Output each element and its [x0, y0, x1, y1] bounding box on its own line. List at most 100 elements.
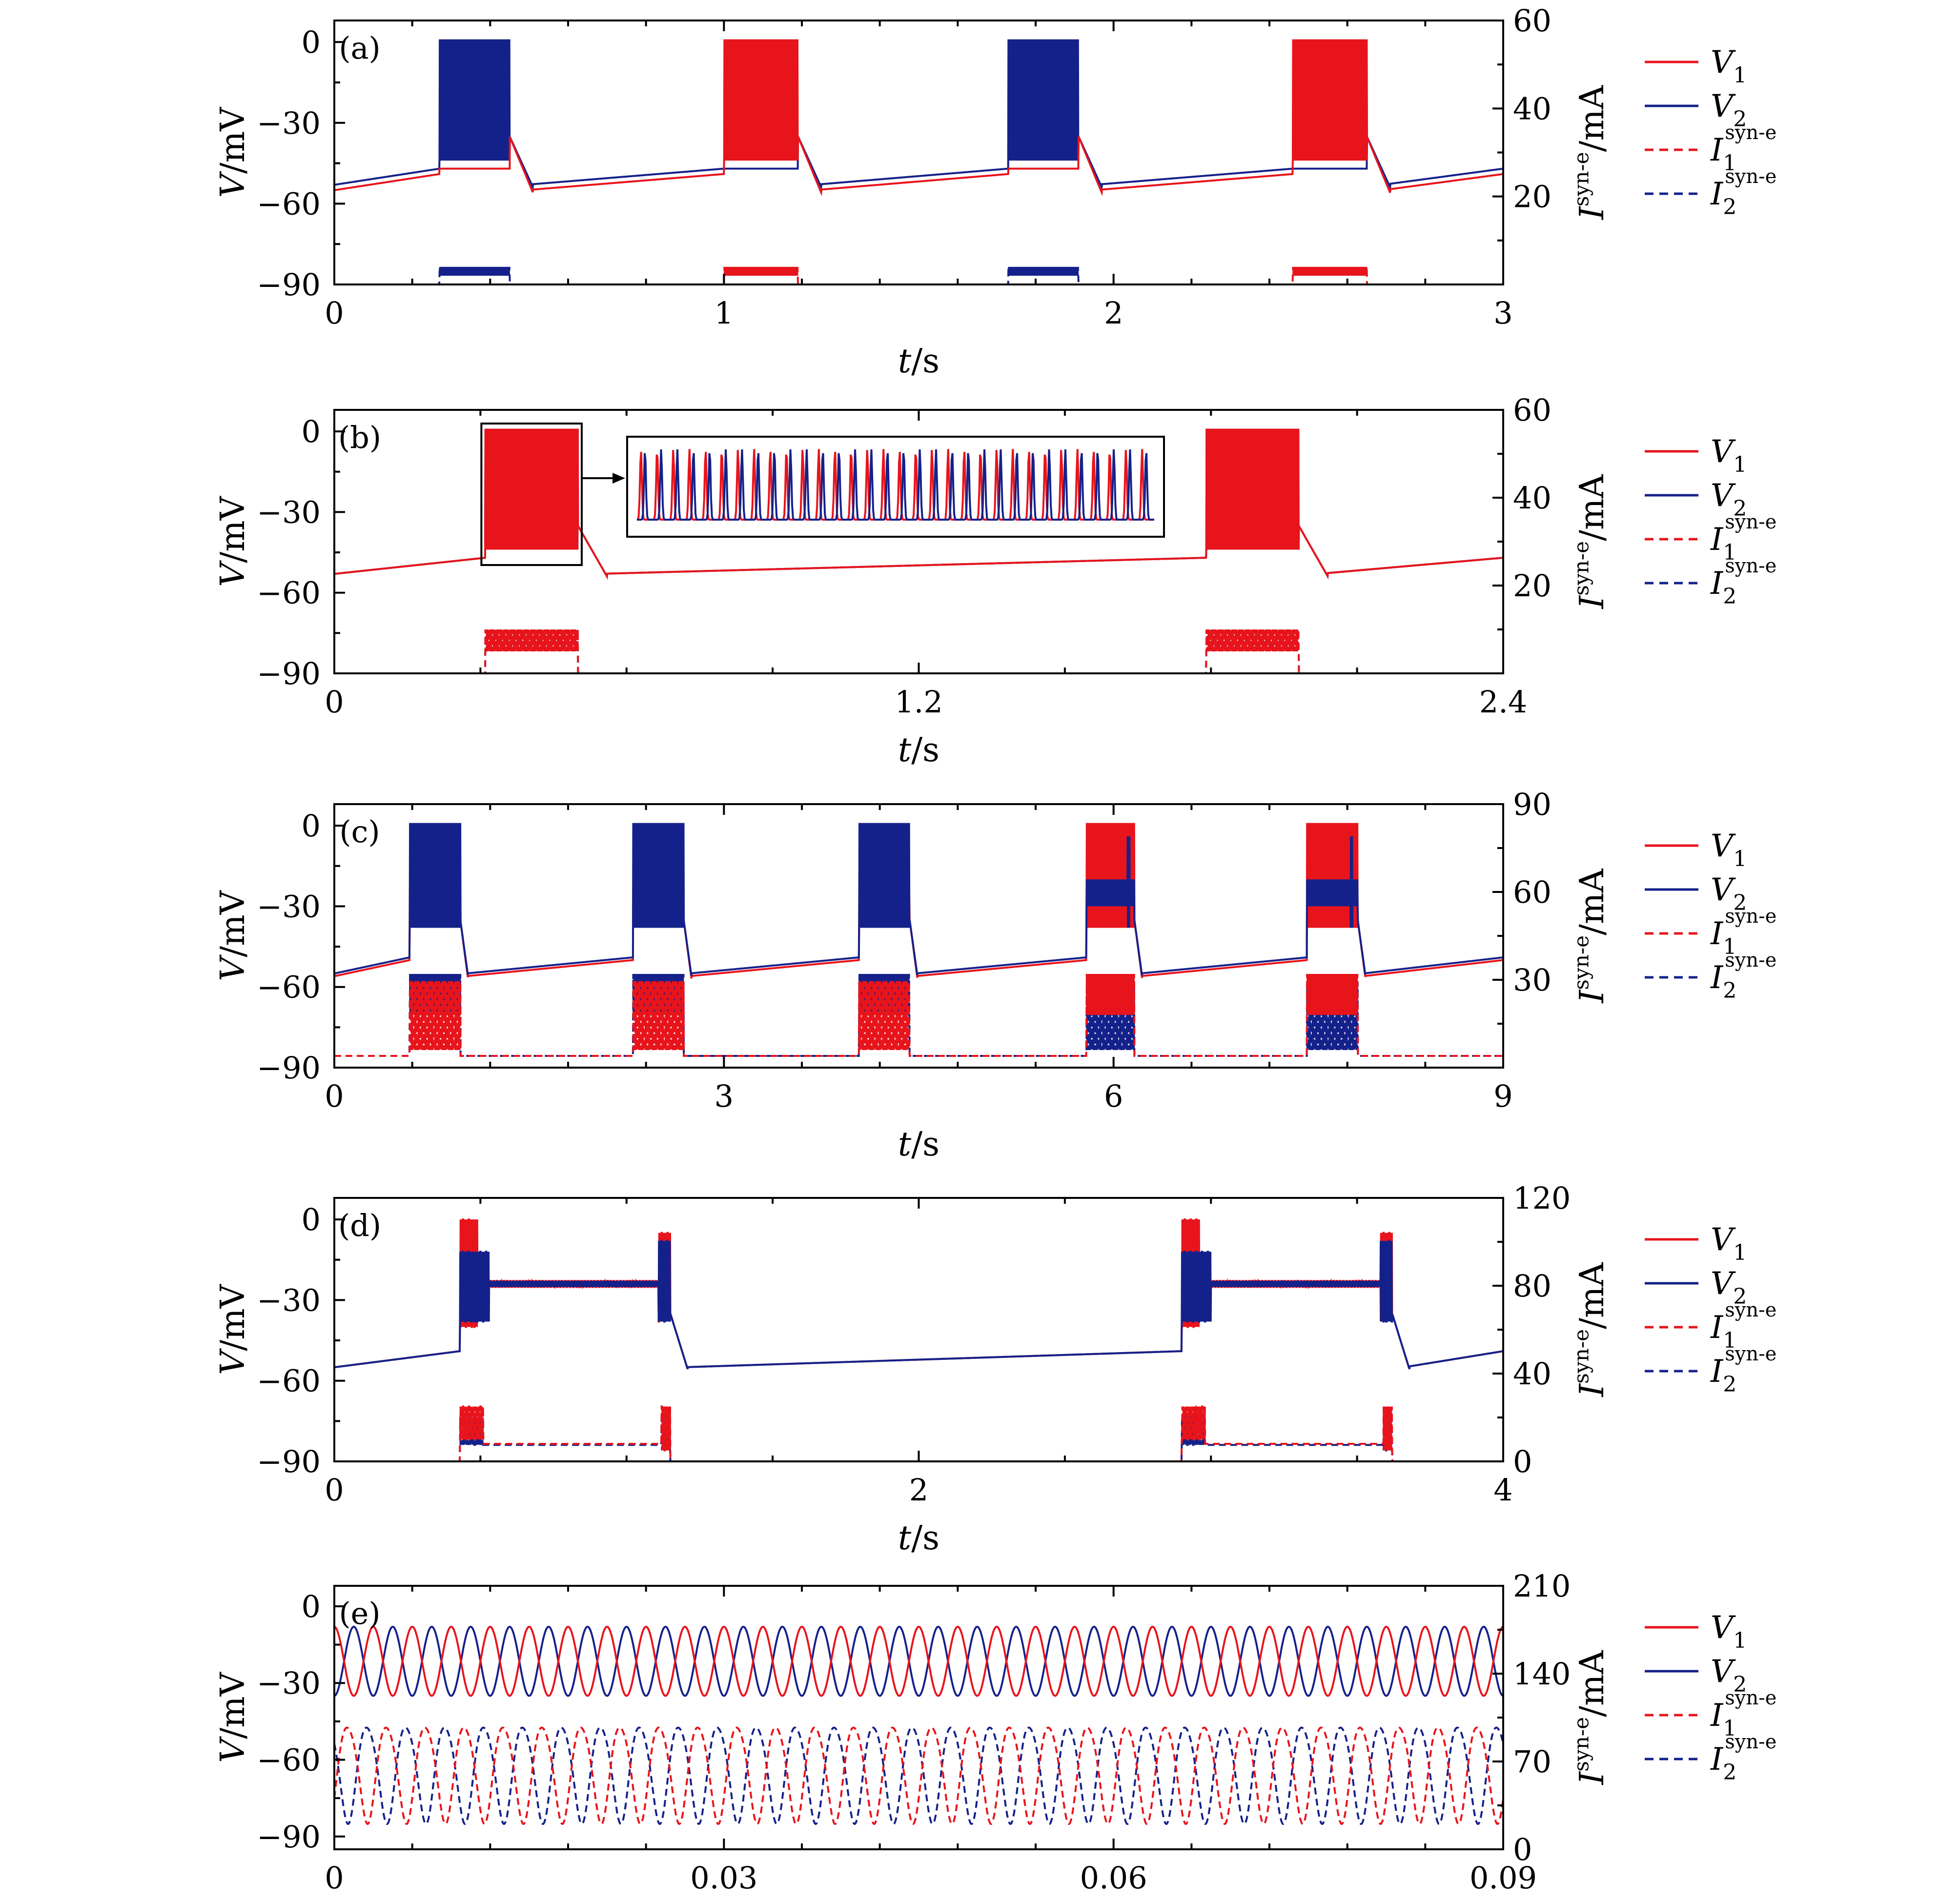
- traces: [334, 1625, 1503, 1825]
- series-v1-line: [334, 1218, 1503, 1370]
- x-tick-label: 1: [715, 295, 734, 331]
- y-tick-label: −30: [257, 494, 321, 530]
- series-i1-line: [334, 629, 1503, 673]
- y-axis-label: V/mV: [214, 106, 252, 198]
- panel-label: (c): [339, 814, 380, 850]
- x-tick-label: 1.2: [895, 684, 943, 720]
- y2-axis-label: Isyn-e/mA: [1569, 474, 1612, 610]
- legend-v1-label: V1: [1711, 828, 1747, 871]
- y-tick-label: −60: [257, 1363, 321, 1399]
- legend-i2-label: I2syn-e: [1710, 165, 1776, 220]
- series-v1-line: [334, 39, 1503, 197]
- x-axis-label: t/s: [898, 1519, 939, 1558]
- panel-e: −90 −60 −30 0 0 70 140 210 0 0.03 0.06 0.09 (e) V/mV I…: [214, 1568, 1776, 1896]
- legend-v2-label: V2: [1711, 88, 1747, 132]
- panel-a: −90 −60 −30 0 20 40 60 0 1 2 3 (a) V/mV Isyn-e/mA t/s V…: [214, 3, 1776, 381]
- y2-tick-label: 210: [1513, 1568, 1571, 1604]
- legend-i1-label: I1syn-e: [1710, 1687, 1776, 1741]
- panel-label: (b): [338, 420, 381, 455]
- series-i1-line: [334, 1726, 1503, 1825]
- y-tick-label: −30: [257, 105, 321, 141]
- inset-arrow-head: [612, 473, 625, 484]
- x-tick-label: 4: [1493, 1472, 1512, 1508]
- plot-frame: [333, 1197, 1504, 1462]
- y-tick-label: −60: [257, 970, 321, 1005]
- y2-tick-label: 60: [1513, 3, 1552, 39]
- y2-axis-label: Isyn-e/mA: [1569, 869, 1612, 1004]
- y2-tick-label: 0: [1513, 1832, 1532, 1867]
- panel-label: (e): [339, 1596, 380, 1631]
- y2-axis-label: Isyn-e/mA: [1569, 1650, 1612, 1786]
- y2-axis-label: Isyn-e/mA: [1569, 85, 1612, 221]
- series-v2-line: [334, 39, 1503, 191]
- legend-v2-label: V2: [1711, 872, 1747, 915]
- y2-tick-label: 90: [1513, 787, 1552, 822]
- y-axis-label: V/mV: [214, 1671, 252, 1763]
- y2-tick-label: 60: [1513, 392, 1552, 428]
- legend-v2-label: V2: [1711, 478, 1747, 521]
- series-v2-line: [334, 1240, 1503, 1370]
- panel-label: (a): [339, 30, 380, 66]
- y-tick-label: 0: [302, 414, 321, 449]
- y2-tick-label: 60: [1513, 874, 1552, 910]
- series-i2-line: [334, 1411, 1503, 1461]
- x-tick-label: 2: [909, 1472, 928, 1508]
- legend-i2-label: I2syn-e: [1710, 949, 1776, 1003]
- legend-v1-label: V1: [1711, 1222, 1747, 1265]
- legend-v1-label: V1: [1711, 44, 1747, 88]
- series-i1-line: [334, 973, 1503, 1057]
- y-axis-label: V/mV: [214, 1283, 252, 1375]
- x-tick-label: 0: [325, 1078, 344, 1114]
- y-tick-label: −30: [257, 889, 321, 924]
- y2-tick-label: 70: [1513, 1744, 1552, 1780]
- x-tick-label: 0.03: [690, 1860, 757, 1896]
- plot-frame: [333, 1585, 1504, 1850]
- legend-v2-label: V2: [1711, 1266, 1747, 1309]
- x-tick-label: 0.09: [1470, 1860, 1537, 1896]
- y-tick-label: 0: [302, 1589, 321, 1624]
- traces: [334, 39, 1503, 284]
- legend-i1-label: I1syn-e: [1710, 1299, 1776, 1353]
- legend-v1-label: V1: [1711, 1610, 1747, 1653]
- series-v1-line: [334, 1625, 1503, 1697]
- traces: [334, 1218, 1503, 1461]
- y2-tick-label: 40: [1513, 1356, 1552, 1392]
- y-axis-label: V/mV: [214, 890, 252, 981]
- legend-v2-label: V2: [1711, 1654, 1747, 1697]
- panel-c: −90 −60 −30 0 30 60 90 0 3 6 9 (c) V/mV Isyn-e/mA t/s V…: [214, 787, 1776, 1164]
- x-tick-label: 0: [325, 295, 344, 331]
- x-axis-label: t/s: [898, 731, 939, 769]
- legend-v1-label: V1: [1711, 434, 1747, 477]
- series-i1-line: [334, 1405, 1503, 1461]
- y-tick-label: −90: [257, 267, 321, 303]
- series-v2-line: [334, 823, 1503, 976]
- panel-d: −90 −60 −30 0 0 40 80 120 0 2 4 (d) V/mV Isyn-e/mA t/s…: [214, 1180, 1776, 1558]
- x-tick-label: 9: [1493, 1078, 1512, 1114]
- legend-i1-label: I1syn-e: [1710, 511, 1776, 565]
- y2-tick-label: 20: [1513, 568, 1552, 604]
- legend-i2-label: I2syn-e: [1710, 1731, 1776, 1785]
- y2-tick-label: 40: [1513, 480, 1552, 516]
- panel-b: −90 −60 −30 0 20 40 60 0 1.2 2.4 (b) V/mV Isyn-e/mA t…: [214, 392, 1776, 769]
- x-tick-label: 0: [325, 1472, 344, 1508]
- y-tick-label: −90: [257, 656, 321, 691]
- series-i1-line: [334, 266, 1503, 284]
- x-axis-label: t/s: [898, 342, 939, 381]
- legend-i2-label: I2syn-e: [1710, 1343, 1776, 1397]
- traces: [334, 823, 1503, 1057]
- y2-tick-label: 40: [1513, 91, 1552, 126]
- y-tick-label: −90: [257, 1444, 321, 1479]
- x-tick-label: 2: [1104, 295, 1123, 331]
- inset-source-box: [480, 423, 583, 566]
- x-tick-label: 3: [715, 1078, 734, 1114]
- y2-axis-label: Isyn-e/mA: [1569, 1262, 1612, 1398]
- legend-i1-label: I1syn-e: [1710, 905, 1776, 959]
- legend-i1-label: I1syn-e: [1710, 121, 1776, 176]
- legend-i2-label: I2syn-e: [1710, 555, 1776, 609]
- y-tick-label: −90: [257, 1819, 321, 1855]
- y-tick-label: 0: [302, 1202, 321, 1237]
- y-tick-label: 0: [302, 24, 321, 60]
